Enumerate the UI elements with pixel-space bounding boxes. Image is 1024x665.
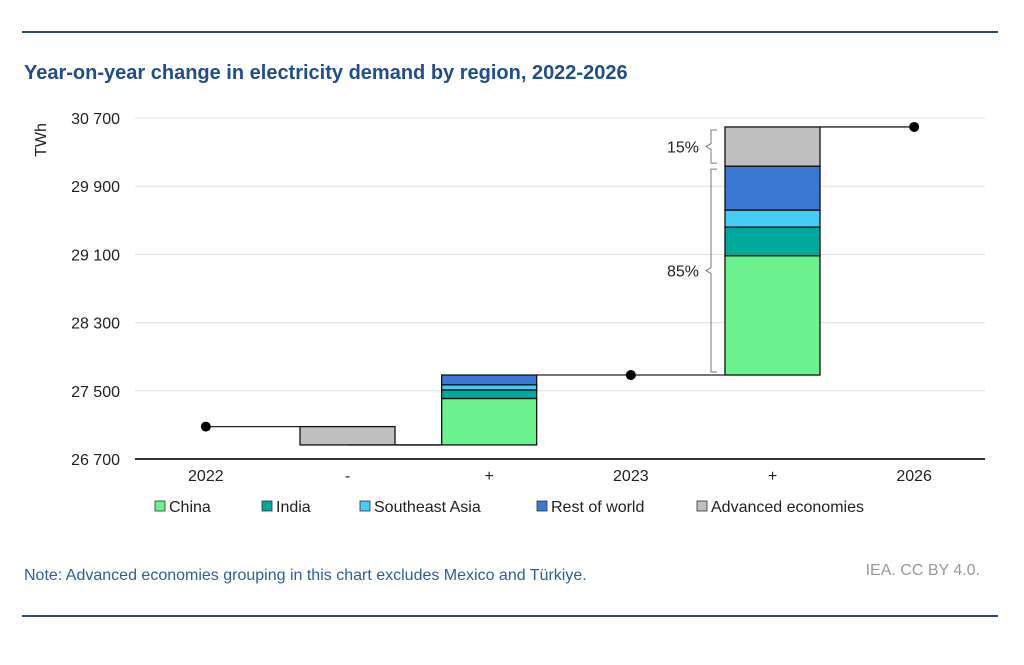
y-tick-label: 30 700 (71, 111, 120, 128)
credit: IEA. CC BY 4.0. (865, 562, 980, 579)
bracket (705, 168, 717, 373)
legend-swatch-advanced-economies (696, 500, 708, 512)
legend-label: Southeast Asia (374, 499, 481, 516)
bracket (705, 129, 717, 164)
legend-label: Advanced economies (711, 499, 864, 516)
bar-segment-china (441, 397, 538, 446)
bar-segment-advanced-economies (299, 425, 396, 446)
bar-segment-india (441, 389, 538, 400)
legend-label: Rest of world (551, 499, 644, 516)
bar-segment-southeast-asia (441, 384, 538, 391)
y-tick-label: 29 100 (71, 247, 120, 264)
bottom-rule (22, 615, 998, 617)
legend-swatch-rest-of-world (536, 500, 548, 512)
x-tick-label: - (345, 468, 350, 485)
legend-swatch-india (261, 500, 273, 512)
y-tick-label: 27 500 (71, 384, 120, 401)
share-label: 85% (667, 264, 699, 281)
total-point-2022 (200, 421, 211, 432)
legend-swatch-china (154, 500, 166, 512)
legend-swatch-southeast-asia (359, 500, 371, 512)
legend-label: India (276, 499, 311, 516)
x-tick-label: 2022 (188, 468, 224, 485)
share-label: 15% (667, 140, 699, 157)
total-point-2023 (625, 370, 636, 381)
x-tick-label: 2023 (613, 468, 649, 485)
total-point-2026 (909, 121, 920, 132)
bar-segment-rest-of-world (441, 374, 538, 386)
y-tick-label: 26 700 (71, 452, 120, 469)
y-axis-label: TWh (33, 123, 50, 157)
chart-note: Note: Advanced economies grouping in thi… (24, 567, 587, 584)
chart-title: Year-on-year change in electricity deman… (24, 62, 628, 84)
x-tick-label: + (484, 468, 493, 485)
x-tick-label: 2026 (896, 468, 932, 485)
top-rule (22, 31, 998, 33)
legend-label: China (169, 499, 211, 516)
bar-segment-rest-of-world (724, 165, 821, 211)
y-tick-label: 29 900 (71, 179, 120, 196)
y-tick-label: 28 300 (71, 316, 120, 333)
bar-segment-southeast-asia (724, 209, 821, 228)
bar-segment-china (724, 255, 821, 376)
bar-segment-advanced-economies (724, 126, 821, 167)
x-tick-label: + (768, 468, 777, 485)
bar-segment-india (724, 226, 821, 257)
